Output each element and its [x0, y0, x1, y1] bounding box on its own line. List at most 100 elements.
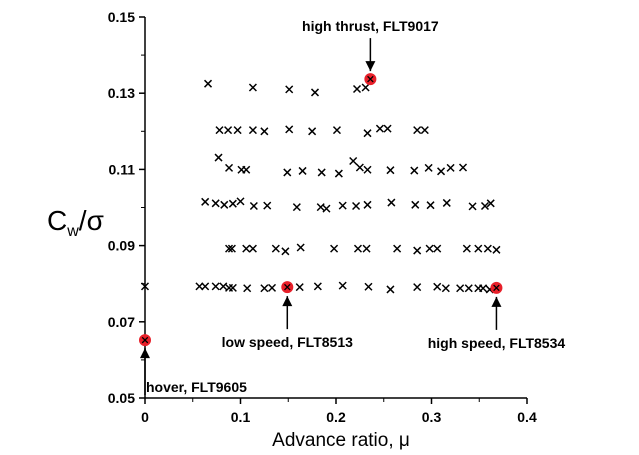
data-point [242, 165, 251, 174]
data-point [464, 284, 473, 293]
data-point [456, 284, 465, 293]
x-tick-label: 0.2 [326, 409, 346, 425]
data-point [352, 201, 361, 211]
y-tick-label: 0.13 [108, 85, 135, 101]
data-point [248, 244, 257, 253]
data-point [492, 245, 501, 254]
data-point [227, 244, 236, 253]
data-point [236, 197, 245, 206]
data-point [283, 168, 292, 177]
data-point [281, 247, 290, 256]
data-point [201, 197, 210, 206]
highlight-cross [367, 75, 374, 83]
data-point [413, 246, 422, 255]
data-point [426, 201, 435, 210]
annotation-label: high thrust, FLT9017 [302, 18, 439, 34]
data-point [295, 283, 304, 292]
x-tick-label: 0 [141, 409, 149, 425]
data-point [249, 201, 258, 211]
y-axis-label-sub: w [66, 223, 79, 240]
data-point [420, 126, 429, 135]
data-point [243, 284, 252, 293]
x-tick-label: 0.4 [517, 409, 537, 425]
data-point [334, 169, 343, 178]
data-point [375, 124, 384, 133]
data-point [446, 163, 455, 172]
data-point [355, 163, 364, 172]
y-tick-label: 0.05 [108, 390, 135, 406]
y-tick-label: 0.11 [109, 161, 136, 177]
data-point [383, 124, 392, 133]
data-point [214, 153, 223, 162]
data-point [248, 126, 257, 135]
annotation-arrow-head [491, 296, 502, 307]
data-point [458, 163, 468, 172]
data-point [349, 156, 358, 166]
annotation-label: high speed, FLT8534 [428, 335, 566, 351]
y-tick-label: 0.15 [108, 9, 135, 25]
data-point [248, 83, 257, 92]
x-axis-label: Advance ratio, μ [272, 430, 410, 451]
data-point [225, 244, 234, 253]
annotations: high thrust, FLT9017 low speed, FLT8513 hi… [140, 18, 565, 395]
data-point [316, 203, 325, 212]
data-point [393, 244, 402, 253]
data-point [425, 244, 434, 253]
data-point [317, 168, 326, 177]
data-point [364, 282, 373, 291]
x-tick-label: 0.3 [422, 409, 442, 425]
data-point [228, 283, 237, 292]
data-point [433, 282, 442, 291]
data-point [363, 165, 372, 174]
highlight-point [139, 334, 151, 347]
data-point [332, 126, 341, 135]
data-point [211, 282, 220, 291]
data-point [140, 282, 150, 291]
data-point [271, 244, 280, 253]
data-point [219, 282, 228, 291]
ticks: 0.05 0.07 0.09 0.11 0.13 0.15 0 0.1 0.2 0.3 0.4 [108, 9, 537, 425]
data-point [363, 129, 372, 138]
data-point [468, 202, 477, 211]
data-point [322, 204, 331, 213]
data-point [441, 284, 450, 293]
annotation-label: low speed, FLT8513 [222, 334, 353, 350]
data-point [292, 203, 301, 212]
highlight-cross [141, 336, 149, 344]
highlight-point [281, 281, 294, 294]
data-point [353, 244, 362, 253]
data-point [338, 281, 347, 290]
data-point [242, 244, 251, 253]
data-point [386, 166, 395, 175]
highlight-cross [493, 284, 500, 292]
data-point [386, 285, 395, 294]
data-point [267, 283, 277, 292]
highlight-point [490, 281, 503, 294]
data-point [296, 243, 305, 252]
data-point [233, 126, 242, 135]
data-point [215, 126, 224, 135]
y-tick-label: 0.07 [108, 314, 135, 330]
data-point [413, 283, 422, 292]
data-point [361, 83, 370, 92]
annotation-label: hover, FLT9605 [146, 379, 247, 395]
data-point [260, 127, 269, 136]
data-point [313, 282, 322, 291]
data-point [310, 88, 320, 97]
annotation-arrow-head [140, 348, 150, 359]
data-point [228, 199, 237, 208]
data-point [483, 244, 492, 253]
data-point [211, 199, 220, 208]
data-point [285, 125, 294, 134]
highlighted-points [139, 73, 503, 347]
highlight-point [364, 73, 377, 86]
data-point [195, 282, 204, 291]
x-tick-label: 0.1 [231, 409, 251, 425]
data-point [220, 200, 229, 209]
data-point [298, 166, 307, 175]
data-points [140, 79, 501, 294]
y-tick-label: 0.09 [108, 238, 135, 254]
data-point [260, 284, 269, 293]
data-point [338, 201, 347, 210]
data-point [410, 166, 419, 175]
